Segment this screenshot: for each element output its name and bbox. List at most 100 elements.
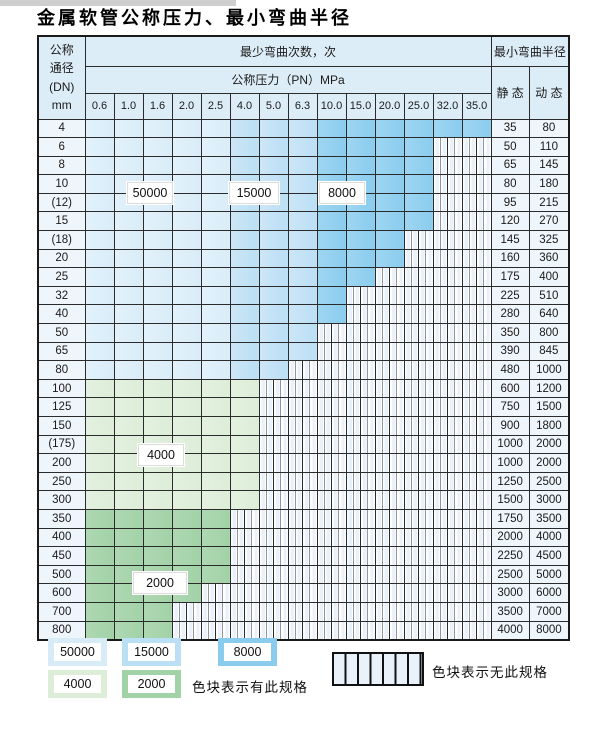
legend-swatch-label: 4000 — [54, 675, 101, 693]
min-bend-radius-header: 最小弯曲半径 — [490, 35, 570, 67]
dynamic-radius-cell: 510 — [528, 285, 570, 306]
no-spec-cell — [403, 285, 434, 306]
table-row: 65 390 845 — [37, 341, 570, 362]
no-spec-cell — [316, 378, 347, 399]
spec-cell-4000-cycles — [84, 434, 115, 455]
spec-cell-50000-cycles — [113, 267, 144, 287]
dynamic-radius-cell: 145 — [528, 155, 570, 176]
no-spec-cell — [345, 490, 376, 510]
dynamic-radius-cell: 8000 — [528, 620, 570, 641]
spec-cell-8000-cycles — [374, 137, 405, 157]
spec-cell-50000-cycles — [84, 341, 115, 362]
spec-cell-8000-cycles — [374, 155, 405, 176]
spec-cell-8000-cycles — [316, 285, 347, 306]
spec-cell-15000-cycles — [287, 155, 318, 176]
no-spec-cell — [316, 453, 347, 473]
dn-cell: 25 — [37, 267, 86, 287]
static-radius-cell: 4000 — [490, 620, 530, 641]
no-spec-cell — [345, 304, 376, 325]
no-spec-cell — [432, 174, 463, 194]
legend-swatch-label: 8000 — [224, 643, 271, 661]
spec-cell-4000-cycles — [84, 378, 115, 399]
dynamic-radius-cell: 1500 — [528, 397, 570, 417]
static-radius-cell: 390 — [490, 341, 530, 362]
spec-cell-15000-cycles — [287, 248, 318, 269]
spec-cell-2000-cycles — [200, 564, 231, 585]
no-spec-cell — [432, 360, 463, 380]
spec-cell-15000-cycles — [229, 118, 260, 139]
dynamic-radius-cell: 80 — [528, 118, 570, 139]
no-spec-cell — [287, 360, 318, 380]
spec-cell-2000-cycles — [113, 601, 144, 622]
dynamic-radius-cell: 640 — [528, 304, 570, 325]
no-spec-cell — [461, 211, 492, 232]
table-row: 8 65 145 — [37, 155, 570, 176]
spec-cell-4000-cycles — [229, 378, 260, 399]
no-spec-cell — [461, 620, 492, 641]
no-spec-cell — [287, 601, 318, 622]
spec-cell-50000-cycles — [171, 211, 202, 232]
spec-cell-50000-cycles — [200, 360, 231, 380]
pressure-value-header: 32.0 — [432, 92, 463, 120]
dynamic-radius-cell: 4000 — [528, 527, 570, 548]
spec-cell-50000-cycles — [200, 155, 231, 176]
no-spec-cell — [258, 583, 289, 603]
no-spec-cell — [432, 397, 463, 417]
spec-cell-50000-cycles — [142, 248, 173, 269]
spec-cell-50000-cycles — [113, 248, 144, 269]
spec-cell-50000-cycles — [171, 137, 202, 157]
spec-cell-15000-cycles — [258, 323, 289, 343]
no-spec-cell — [345, 508, 376, 529]
no-spec-cell — [200, 601, 231, 622]
dynamic-radius-cell: 1800 — [528, 416, 570, 436]
no-spec-cell — [345, 527, 376, 548]
no-spec-cell — [432, 304, 463, 325]
no-spec-cell — [258, 508, 289, 529]
no-spec-cell — [171, 601, 202, 622]
spec-cell-4000-cycles — [200, 434, 231, 455]
spec-cell-15000-cycles — [258, 341, 289, 362]
spec-cell-4000-cycles — [84, 490, 115, 510]
no-spec-cell — [258, 490, 289, 510]
no-spec-cell — [287, 546, 318, 566]
dynamic-radius-cell: 6000 — [528, 583, 570, 603]
table-row: (18) 145 325 — [37, 230, 570, 250]
legend-swatch-2000: 2000 — [122, 670, 181, 698]
spec-cell-15000-cycles — [287, 341, 318, 362]
table-row: 150 900 1800 — [37, 416, 570, 436]
spec-cell-15000-cycles — [229, 341, 260, 362]
spec-cell-8000-cycles — [316, 304, 347, 325]
spec-cell-15000-cycles — [229, 360, 260, 380]
spec-cell-15000-cycles — [229, 137, 260, 157]
table-row: 600 3000 6000 — [37, 583, 570, 603]
no-spec-cell — [229, 546, 260, 566]
dn-column-header: 公称 通径 (DN) mm — [37, 35, 86, 120]
dn-cell: 250 — [37, 471, 86, 492]
dynamic-radius-cell: 215 — [528, 192, 570, 213]
no-spec-cell — [258, 416, 289, 436]
no-spec-cell — [374, 490, 405, 510]
table-row: 250 1250 2500 — [37, 471, 570, 492]
spec-cell-2000-cycles — [142, 527, 173, 548]
spec-cell-15000-cycles — [229, 155, 260, 176]
dn-cell: 100 — [37, 378, 86, 399]
static-radius-cell: 750 — [490, 397, 530, 417]
dynamic-radius-cell: 3500 — [528, 508, 570, 529]
spec-cell-4000-cycles — [200, 397, 231, 417]
spec-cell-4000-cycles — [200, 378, 231, 399]
no-spec-cell — [461, 527, 492, 548]
pressure-value-header: 2.5 — [200, 92, 231, 120]
static-radius-cell: 1000 — [490, 453, 530, 473]
spec-cell-4000-cycles — [142, 397, 173, 417]
spec-cell-15000-cycles — [258, 118, 289, 139]
no-spec-cell — [316, 323, 347, 343]
no-spec-cell — [461, 248, 492, 269]
dynamic-radius-cell: 7000 — [528, 601, 570, 622]
no-spec-cell — [403, 508, 434, 529]
no-spec-cell — [374, 453, 405, 473]
spec-cell-50000-cycles — [171, 341, 202, 362]
no-spec-cell — [461, 304, 492, 325]
no-spec-cell — [374, 397, 405, 417]
no-spec-cell — [403, 304, 434, 325]
spec-cell-4000-cycles — [229, 471, 260, 492]
